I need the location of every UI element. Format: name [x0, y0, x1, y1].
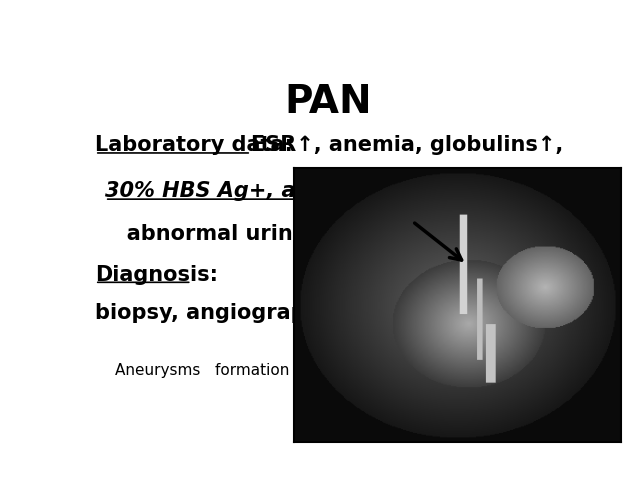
Text: PAN: PAN [284, 84, 372, 121]
Text: Aneurysms   formation: Aneurysms formation [115, 362, 289, 377]
Text: 30% HBS Ag+, aHCV+,: 30% HBS Ag+, aHCV+, [105, 181, 370, 202]
Text: Diagnosis:: Diagnosis: [95, 264, 218, 285]
Text: abnormal urine: abnormal urine [105, 224, 307, 244]
Text: Laboratory data:: Laboratory data: [95, 135, 300, 155]
Text: biopsy, angiography: biopsy, angiography [95, 303, 334, 324]
Text: ESR↑, anemia, globulins↑,: ESR↑, anemia, globulins↑, [251, 135, 563, 155]
Text: 20-30% pANCA+ ,: 20-30% pANCA+ , [296, 181, 510, 202]
